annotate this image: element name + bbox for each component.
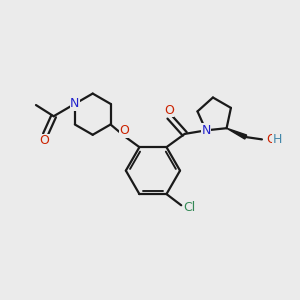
Text: O: O <box>164 104 174 117</box>
Text: O: O <box>39 134 49 148</box>
Text: O: O <box>266 133 276 146</box>
Text: N: N <box>70 98 80 110</box>
Text: O: O <box>164 104 174 117</box>
Text: O: O <box>120 124 130 137</box>
Text: N: N <box>70 98 80 110</box>
Polygon shape <box>226 128 247 139</box>
Text: Cl: Cl <box>183 200 196 214</box>
Text: H: H <box>273 134 282 146</box>
Text: O: O <box>266 133 276 146</box>
Text: N: N <box>201 124 211 137</box>
Text: N: N <box>201 124 211 137</box>
Text: O: O <box>39 134 49 148</box>
Text: O: O <box>120 124 130 137</box>
Text: Cl: Cl <box>183 200 196 214</box>
Text: H: H <box>273 134 282 146</box>
